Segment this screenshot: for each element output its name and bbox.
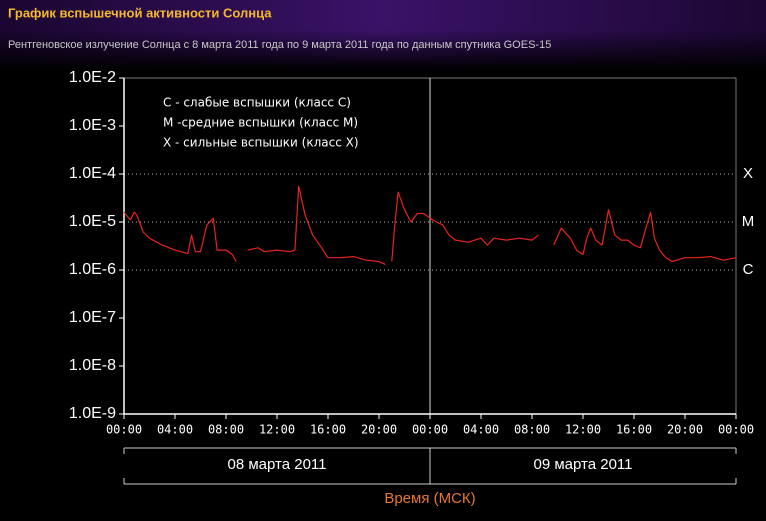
y-tick-label: 1.0E-7 <box>69 309 116 326</box>
x-tick-label: 12:00 <box>259 423 295 437</box>
day-label: 08 марта 2011 <box>228 456 327 473</box>
class-label: M <box>742 213 755 230</box>
y-tick-label: 1.0E-2 <box>69 69 116 86</box>
y-tick-label: 1.0E-6 <box>69 261 116 278</box>
x-tick-label: 04:00 <box>157 423 193 437</box>
x-tick-label: 20:00 <box>667 423 703 437</box>
header-fade <box>0 30 766 70</box>
x-tick-label: 12:00 <box>565 423 601 437</box>
y-tick-label: 1.0E-3 <box>69 117 116 134</box>
x-axis-label: Время (МСК) <box>384 490 475 507</box>
class-label: X <box>743 165 753 182</box>
y-tick-label: 1.0E-5 <box>69 213 116 230</box>
day-label: 09 марта 2011 <box>534 456 633 473</box>
x-tick-label: 00:00 <box>718 423 754 437</box>
x-tick-label: 00:00 <box>412 423 448 437</box>
chart-subtitle: Рентгеновское излучение Солнца с 8 марта… <box>8 39 551 51</box>
legend-note: X - сильные вспышки (класс X) <box>163 136 359 150</box>
class-label: C <box>743 261 754 278</box>
legend-note: M -средние вспышки (класс M) <box>163 116 358 130</box>
flux-line <box>123 185 737 266</box>
x-tick-label: 16:00 <box>616 423 652 437</box>
y-tick-label: 1.0E-8 <box>69 357 116 374</box>
y-tick-label: 1.0E-9 <box>69 405 116 422</box>
x-tick-label: 20:00 <box>361 423 397 437</box>
chart-title: График вспышечной активности Солнца <box>8 5 272 20</box>
y-tick-label: 1.0E-4 <box>69 165 116 182</box>
x-tick-label: 08:00 <box>208 423 244 437</box>
x-tick-label: 00:00 <box>106 423 142 437</box>
legend-note: C - слабые вспышки (класс C) <box>163 96 351 110</box>
x-tick-label: 16:00 <box>310 423 346 437</box>
x-tick-label: 08:00 <box>514 423 550 437</box>
x-tick-label: 04:00 <box>463 423 499 437</box>
